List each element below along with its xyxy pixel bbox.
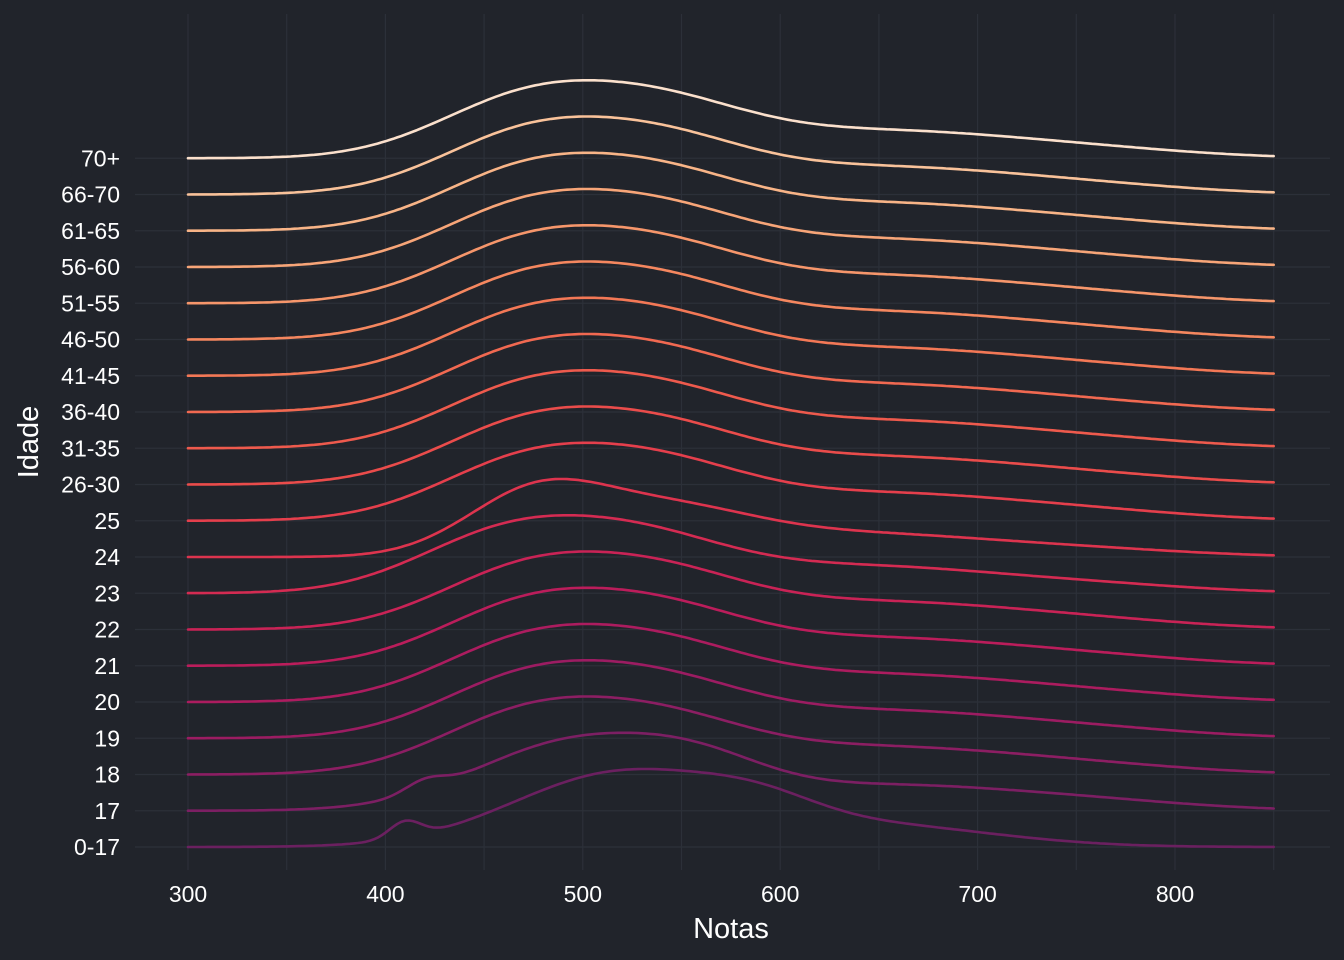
x-axis-tick-labels: 300 400 500 600 700 800 [169,881,1194,907]
x-tick-400: 400 [366,881,404,907]
y-tick-46-50: 46-50 [61,327,120,353]
y-tick-56-60: 56-60 [61,254,120,280]
ridge-23 [186,513,1275,595]
y-tick-22: 22 [94,617,120,643]
ridge-17 [186,731,1275,813]
y-tick-19: 19 [94,725,120,751]
ridge-26-30 [186,405,1275,486]
y-tick-41-45: 41-45 [61,363,120,389]
y-tick-61-65: 61-65 [61,218,120,244]
ridge-20 [186,622,1275,704]
x-tick-600: 600 [761,881,799,907]
y-tick-66-70: 66-70 [61,182,120,208]
ridge-41-45 [186,296,1275,378]
ridge-lines [186,79,1275,849]
ridge-61-65 [186,151,1275,232]
x-tick-700: 700 [958,881,996,907]
ridge-31-35 [186,368,1275,450]
y-tick-70-plus: 70+ [81,145,120,171]
ridge-36-40 [186,332,1275,414]
y-tick-25: 25 [94,508,120,534]
ridge-19 [186,658,1275,740]
horizontal-gridlines [135,157,1330,848]
ridge-66-70 [186,115,1275,196]
ridge-21 [186,586,1275,668]
x-tick-500: 500 [564,881,602,907]
y-axis-title: Idade [13,406,45,479]
y-tick-31-35: 31-35 [61,435,120,461]
ridge-24 [186,477,1275,559]
y-tick-0-17: 0-17 [74,834,120,860]
y-tick-36-40: 36-40 [61,399,120,425]
x-tick-300: 300 [169,881,207,907]
ridge-22 [186,550,1275,631]
ridge-56-60 [186,187,1275,269]
ridge-70-plus [186,79,1275,160]
y-tick-21: 21 [94,653,120,679]
y-axis-tick-labels: 0-17 17 18 19 20 21 22 23 24 25 26-30 31-35 36-40 41-… [61,145,120,860]
y-tick-23: 23 [94,580,120,606]
ridge-0-17 [186,767,1275,849]
y-tick-17: 17 [94,798,120,824]
y-tick-20: 20 [94,689,120,715]
x-tick-800: 800 [1156,881,1194,907]
y-tick-18: 18 [94,762,120,788]
y-tick-51-55: 51-55 [61,290,120,316]
ridge-18 [186,695,1275,776]
y-tick-26-30: 26-30 [61,472,120,498]
x-axis-title: Notas [693,913,769,945]
ridge-46-50 [186,260,1275,341]
ridge-25 [186,441,1275,523]
y-tick-24: 24 [94,544,120,570]
ridge-51-55 [186,224,1275,305]
